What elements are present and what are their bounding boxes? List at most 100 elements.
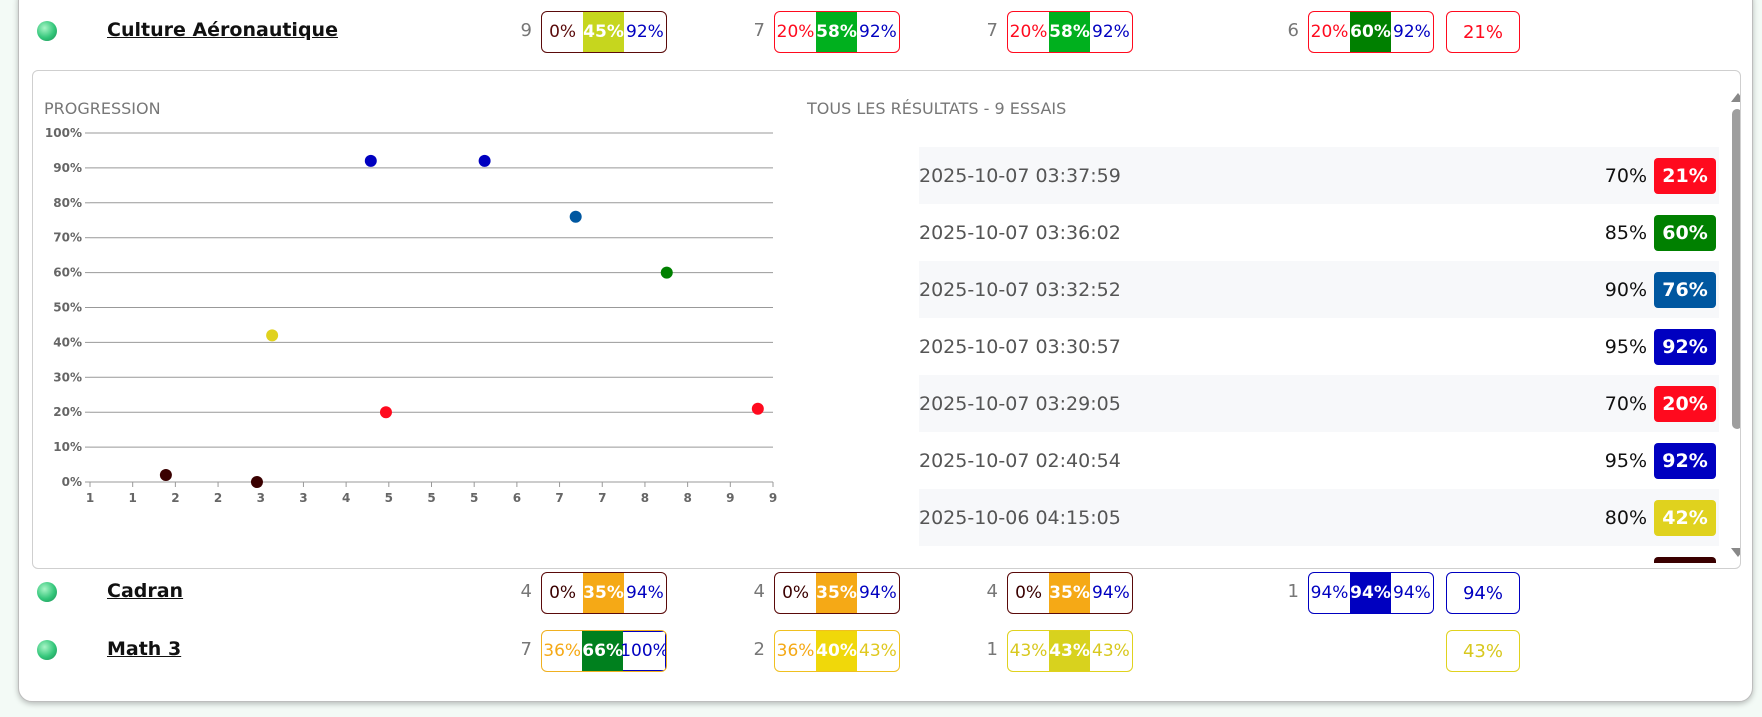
chart-y-tick-label: 20% (53, 405, 82, 419)
last-score-badge: 94% (1446, 572, 1520, 614)
chart-x-tick-label: 8 (641, 491, 649, 505)
score-mid: 45% (583, 12, 624, 52)
course-name[interactable]: Math 3 (107, 638, 182, 660)
score-range-group: 0% 35% 94% (774, 572, 900, 614)
score-mid: 94% (1350, 573, 1391, 613)
score-high: 92% (626, 22, 664, 42)
chart-y-tick-label: 70% (53, 231, 82, 245)
chart-y-tick-label: 30% (53, 370, 82, 384)
chart-x-tick-label: 6 (513, 491, 521, 505)
score-mid: 35% (816, 573, 857, 613)
course-row[interactable]: Cadran 4 0% 35% 94% 4 0% 35% 94% 4 0% 35… (19, 572, 1754, 635)
results-scrollbar[interactable] (1730, 81, 1740, 561)
result-date: 2025-10-07 03:32:52 (919, 278, 1121, 301)
chart-y-tick-label: 40% (53, 335, 82, 349)
score-mid: 35% (1049, 573, 1090, 613)
result-row (919, 546, 1719, 563)
result-date: 2025-10-07 03:37:59 (919, 164, 1121, 187)
score-range-group: 36% 40% 43% (774, 630, 900, 672)
score-mid: 40% (816, 631, 857, 671)
green-sphere-icon (37, 582, 57, 602)
attempt-count: 1 (986, 639, 998, 660)
score-low: 43% (1009, 641, 1048, 661)
result-row: 2025-10-07 03:32:52 90% 76% (919, 261, 1719, 318)
chart-x-tick-label: 5 (470, 491, 478, 505)
chart-point (159, 469, 172, 482)
result-date: 2025-10-07 03:30:57 (919, 335, 1121, 358)
result-percent: 70% (1604, 164, 1647, 187)
result-score-badge: 60% (1654, 214, 1716, 251)
score-low: 0% (549, 22, 577, 42)
score-low: 0% (782, 583, 810, 603)
chart-x-tick-label: 2 (171, 491, 179, 505)
chart-x-tick-label: 1 (86, 491, 94, 505)
score-mid: 43% (1049, 631, 1090, 671)
score-range-group: 20% 60% 92% (1308, 11, 1434, 53)
score-mid: 60% (1350, 12, 1391, 52)
result-percent: 95% (1604, 335, 1647, 358)
scroll-up-arrow-icon[interactable] (1731, 93, 1740, 102)
chart-x-tick-label: 5 (427, 491, 435, 505)
score-range-group: 94% 94% 94% (1308, 572, 1434, 614)
course-row[interactable]: Math 3 7 36% 66% 100% 2 36% 40% 43% 1 43… (19, 630, 1754, 693)
attempt-count: 7 (753, 20, 765, 41)
result-percent: 90% (1604, 278, 1647, 301)
course-name[interactable]: Culture Aéronautique (107, 19, 338, 41)
course-row[interactable]: Culture Aéronautique 9 0% 45% 92% 7 20% … (19, 2, 1754, 60)
attempt-count: 9 (520, 20, 532, 41)
attempt-count: 7 (520, 639, 532, 660)
course-detail-panel: PROGRESSION 0% 10% 20% 30% 40% 50% 60% 70% 80% 90… (32, 70, 1741, 569)
green-sphere-icon (37, 21, 57, 41)
attempt-count: 4 (753, 581, 765, 602)
chart-point (250, 476, 263, 488)
result-date: 2025-10-07 02:40:54 (919, 449, 1121, 472)
score-range-group: 43% 43% 43% (1007, 630, 1133, 672)
results-title: TOUS LES RÉSULTATS - 9 ESSAIS (807, 99, 1067, 118)
result-row: 2025-10-06 04:15:05 80% 42% (919, 489, 1719, 546)
score-mid: 35% (583, 573, 624, 613)
result-row: 2025-10-07 03:30:57 95% 92% (919, 318, 1719, 375)
score-high: 94% (1092, 583, 1130, 603)
chart-x-tick-label: 8 (683, 491, 691, 505)
result-percent: 80% (1604, 506, 1647, 529)
result-score-badge: 20% (1654, 385, 1716, 422)
score-low: 36% (543, 641, 582, 661)
scrollbar-thumb[interactable] (1732, 109, 1740, 429)
result-score-badge (1654, 556, 1716, 563)
result-score-badge: 21% (1654, 157, 1716, 194)
progression-title: PROGRESSION (44, 99, 161, 118)
score-range-group: 20% 58% 92% (774, 11, 900, 53)
chart-x-tick-label: 7 (598, 491, 606, 505)
score-low: 94% (1310, 583, 1349, 603)
chart-x-tick-label: 3 (257, 491, 265, 505)
chart-point (266, 329, 279, 342)
score-range-group: 0% 35% 94% (541, 572, 667, 614)
chart-point (569, 210, 582, 223)
result-row: 2025-10-07 03:29:05 70% 20% (919, 375, 1719, 432)
score-high: 94% (1393, 583, 1431, 603)
score-low: 20% (776, 22, 815, 42)
result-row: 2025-10-07 03:36:02 85% 60% (919, 204, 1719, 261)
course-name[interactable]: Cadran (107, 580, 184, 602)
chart-x-tick-label: 9 (726, 491, 734, 505)
chart-y-tick-label: 90% (53, 161, 82, 175)
result-date: 2025-10-07 03:29:05 (919, 392, 1121, 415)
results-list[interactable]: 2025-10-07 03:37:59 70% 21% 2025-10-07 0… (919, 147, 1719, 563)
score-high: 94% (626, 583, 664, 603)
chart-point (660, 266, 673, 279)
course-card: Culture Aéronautique 9 0% 45% 92% 7 20% … (18, 0, 1753, 702)
score-low: 20% (1009, 22, 1048, 42)
score-high: 94% (859, 583, 897, 603)
chart-x-tick-label: 3 (299, 491, 307, 505)
chart-x-tick-label: 7 (555, 491, 563, 505)
score-high: 92% (1393, 22, 1431, 42)
attempt-count: 7 (986, 20, 998, 41)
result-percent: 85% (1604, 221, 1647, 244)
score-mid: 66% (582, 631, 623, 671)
chart-x-tick-label: 9 (769, 491, 777, 505)
score-low: 0% (1015, 583, 1043, 603)
result-score-badge: 42% (1654, 499, 1716, 536)
chart-point (478, 154, 491, 167)
scroll-down-arrow-icon[interactable] (1731, 548, 1740, 557)
attempt-count: 4 (986, 581, 998, 602)
